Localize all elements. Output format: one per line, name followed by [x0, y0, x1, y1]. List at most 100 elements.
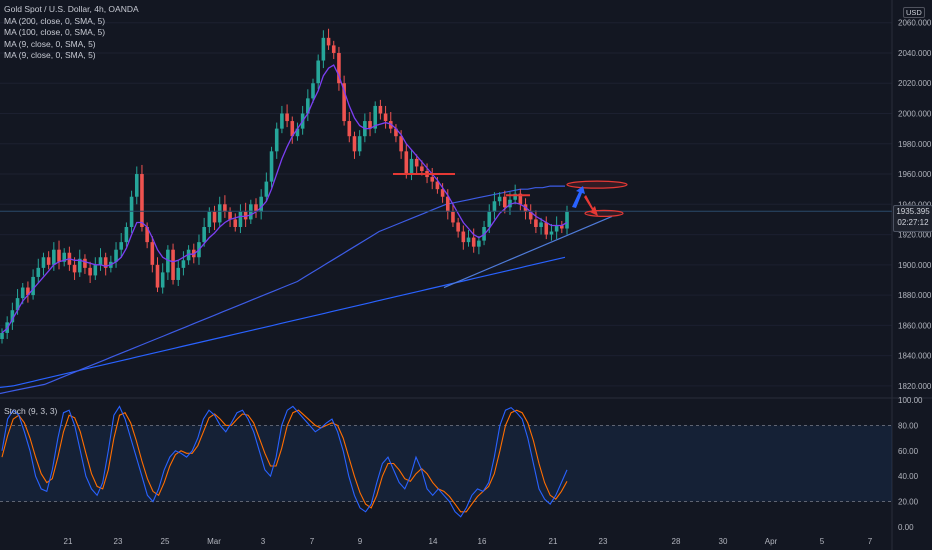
- stochastic-panel[interactable]: 100.00 80.00 60.00 40.00 20.00 0.00: [0, 396, 923, 532]
- candle-body: [15, 298, 20, 311]
- candle-body: [565, 211, 569, 229]
- candle-body: [368, 121, 372, 129]
- candle-body: [420, 166, 424, 172]
- candle-body: [357, 136, 362, 152]
- ma200-line: [0, 256, 566, 388]
- indicator-ma9-a[interactable]: MA (9, close, 0, SMA, 5): [4, 38, 96, 49]
- candle-body: [114, 249, 118, 262]
- stoch-tick-label: 100.00: [898, 396, 923, 405]
- candle-body: [342, 83, 346, 122]
- indicator-ma9-b[interactable]: MA (9, close, 0, SMA, 5): [4, 50, 96, 60]
- candle-body: [134, 174, 139, 197]
- candle-body: [347, 121, 352, 137]
- candle-body: [88, 267, 92, 276]
- candle-body: [461, 231, 466, 243]
- candle-body: [119, 242, 124, 250]
- candle-body: [264, 181, 269, 197]
- stoch-tick-label: 80.00: [898, 421, 919, 430]
- time-axis[interactable]: 21 23 25 Mar 3 7 9 14 16 21 23 28 30 Apr 5 7: [64, 537, 873, 546]
- indicator-ma100[interactable]: MA (100, close, 0, SMA, 5): [4, 27, 106, 37]
- price-tick-label: 2060.000: [898, 19, 932, 28]
- candle-body: [409, 158, 414, 175]
- candle-body: [72, 264, 77, 273]
- candle-body: [83, 258, 87, 268]
- candle-body: [26, 287, 30, 296]
- candle-body: [477, 240, 481, 247]
- price-tick-label: 1900.000: [898, 261, 932, 270]
- candle-body: [280, 113, 284, 129]
- candle-body: [243, 211, 248, 220]
- candle-body: [228, 211, 232, 220]
- candle-body: [46, 257, 51, 265]
- chart-drawings[interactable]: [0, 173, 892, 289]
- candle-body: [445, 196, 450, 212]
- candle-body: [497, 196, 502, 202]
- candle-body: [57, 249, 61, 262]
- price-tick-label: 1980.000: [898, 140, 932, 149]
- candle-body: [207, 211, 212, 227]
- stochastic-legend[interactable]: Stoch (9, 3, 3): [4, 406, 58, 416]
- price-axis[interactable]: 2060.000 2040.000 2020.000 2000.000 1980.000…: [898, 19, 932, 391]
- candle-body: [383, 113, 388, 122]
- currency-badge[interactable]: USD: [903, 7, 925, 18]
- candle-body: [62, 252, 67, 262]
- candle-body: [217, 204, 222, 223]
- symbol-title[interactable]: Gold Spot / U.S. Dollar, 4h, OANDA: [4, 4, 139, 14]
- candle-body: [52, 249, 56, 265]
- candle-body: [399, 136, 403, 152]
- time-tick-label: 14: [429, 537, 438, 546]
- candle-body: [124, 226, 129, 243]
- candle-body: [140, 174, 144, 227]
- candle-body: [186, 249, 191, 261]
- candle-body: [249, 204, 253, 220]
- candle-body: [471, 237, 476, 247]
- uptrend-line: [443, 215, 613, 289]
- candle-body: [404, 151, 409, 175]
- ma200-path: [0, 256, 566, 388]
- candle-body: [528, 211, 533, 220]
- candle-body: [337, 52, 341, 84]
- candle-body: [103, 257, 108, 268]
- price-tick-label: 1840.000: [898, 352, 932, 361]
- price-tick-label: 2020.000: [898, 79, 932, 88]
- time-tick-label: 3: [261, 537, 266, 546]
- candle-body: [487, 211, 492, 227]
- price-tick-label: 1960.000: [898, 170, 932, 179]
- stoch-k-line: [1, 405, 568, 518]
- current-price-value: 1935.395: [896, 207, 930, 216]
- indicator-ma200[interactable]: MA (200, close, 0, SMA, 5): [4, 15, 106, 26]
- candle-body: [274, 128, 279, 152]
- time-tick-label: Mar: [207, 537, 221, 546]
- candle-body: [145, 226, 149, 243]
- candle-body: [394, 128, 398, 137]
- candle-body: [129, 196, 134, 227]
- stoch-tick-label: 0.00: [898, 523, 914, 532]
- candle-body: [451, 211, 455, 223]
- candle-body: [269, 151, 274, 182]
- ma100-path: [0, 185, 565, 395]
- candlestick-series[interactable]: [0, 28, 569, 344]
- candle-body: [311, 83, 315, 99]
- candle-body: [456, 222, 460, 232]
- time-tick-label: 23: [114, 537, 123, 546]
- candle-body: [171, 249, 175, 280]
- candle-body: [290, 121, 295, 137]
- candle-body: [306, 98, 310, 114]
- ma9-path: [1, 64, 568, 334]
- time-tick-label: 30: [719, 537, 728, 546]
- price-tick-label: 1920.000: [898, 231, 932, 240]
- candle-body: [181, 260, 186, 268]
- candle-body: [202, 226, 206, 243]
- candle-body: [10, 310, 15, 323]
- ma9-line: [1, 64, 568, 334]
- candle-body: [466, 237, 471, 243]
- stoch-band-fill: [0, 425, 892, 502]
- countdown-timer: 02:27:12: [897, 218, 929, 227]
- candle-body: [430, 177, 435, 182]
- time-tick-label: 23: [599, 537, 608, 546]
- candle-body: [20, 287, 25, 299]
- target-zone-low: [584, 209, 624, 217]
- candle-body: [554, 225, 559, 232]
- candle-body: [233, 219, 238, 227]
